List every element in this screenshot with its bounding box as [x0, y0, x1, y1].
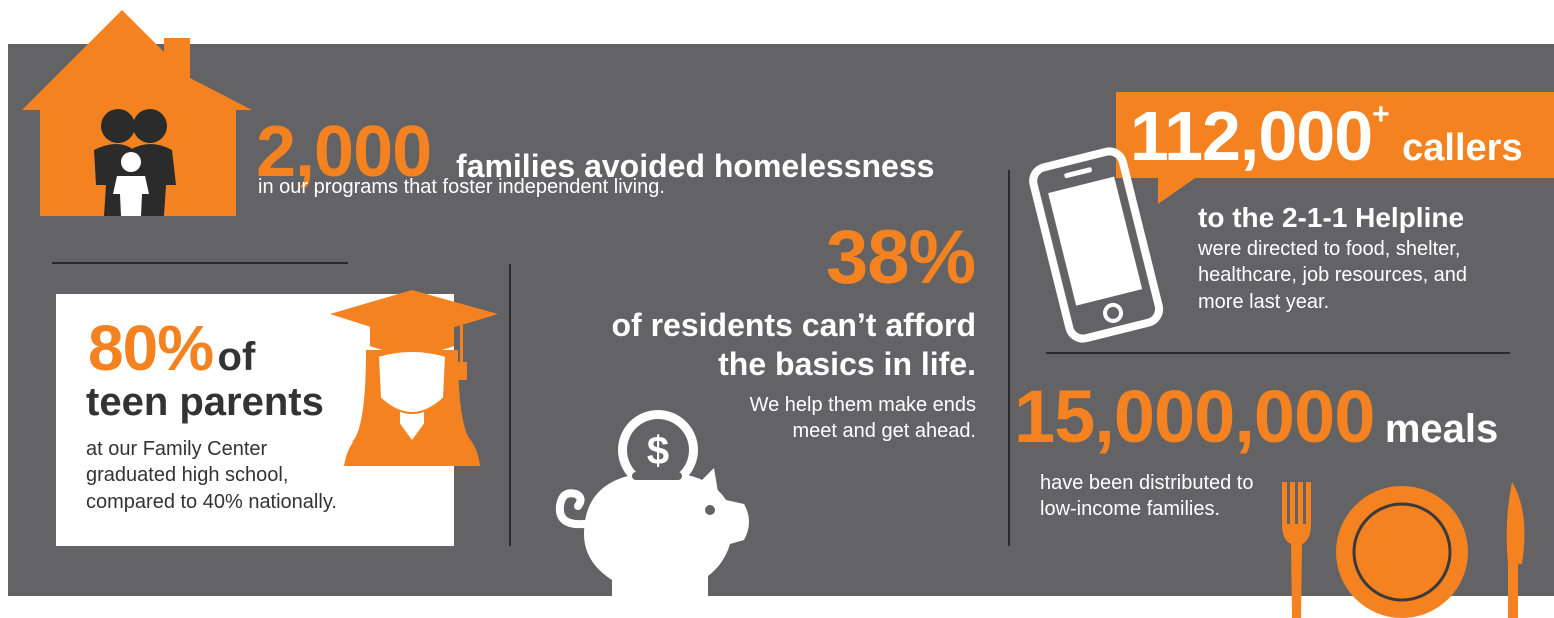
residents-number: 38% [826, 215, 976, 300]
residents-headline-line: the basics in life. [718, 346, 976, 383]
callers-detail-line: healthcare, job resources, and [1198, 264, 1468, 287]
divider [509, 264, 511, 546]
callers-number: 112,000 [1130, 97, 1373, 175]
divider [1046, 352, 1510, 354]
callers-plus: + [1372, 98, 1390, 131]
divider [52, 262, 348, 264]
meals-heading: 15,000,000 meals [1014, 380, 1498, 454]
families-detail: in our programs that foster independent … [258, 176, 665, 198]
teen-number: 80% [88, 312, 214, 384]
teen-heading: 80% of [88, 316, 255, 380]
callers-detail: were directed to food, shelter, healthca… [1198, 236, 1467, 315]
residents-detail: We help them make ends meet and get ahea… [660, 392, 976, 445]
meals-label: meals [1384, 407, 1499, 451]
meals-detail: have been distributed to low-income fami… [1040, 470, 1254, 523]
smartphone-icon [1029, 147, 1164, 343]
plate-cutlery-icon [1282, 482, 1525, 618]
teen-detail: at our Family Center graduated high scho… [86, 436, 337, 515]
callers-detail-line: were directed to food, shelter, [1198, 238, 1461, 260]
teen-detail-line: compared to 40% nationally. [86, 490, 337, 513]
teen-detail-line: at our Family Center [86, 438, 268, 460]
residents-headline: of residents can’t afford the basics in … [560, 306, 977, 384]
callers-banner [1116, 92, 1554, 178]
families-number: 2,000 [256, 112, 432, 192]
house-family-icon [22, 10, 252, 216]
callers-headline: to the 2-1-1 Helpline [1198, 202, 1465, 233]
callers-heading: 112,000+ callers [1130, 98, 1523, 172]
coin-symbol: $ [647, 429, 669, 473]
teen-of: of [217, 335, 256, 379]
divider [1008, 170, 1010, 546]
teen-detail-line: graduated high school, [86, 464, 289, 487]
meals-detail-line: have been distributed to [1040, 472, 1254, 494]
speech-bubble-tail [1158, 176, 1198, 204]
piggy-bank-icon: $ [555, 410, 749, 596]
graduate-icon [330, 290, 498, 466]
meals-number: 15,000,000 [1014, 375, 1375, 458]
meals-detail-line: low-income families. [1040, 498, 1221, 521]
residents-headline-line: of residents can’t afford [611, 307, 977, 343]
families-headline: families avoided homelessness [456, 148, 935, 184]
residents-detail-line: meet and get ahead. [792, 420, 976, 443]
teen-headline: teen parents [86, 380, 324, 424]
residents-detail-line: We help them make ends [749, 394, 976, 416]
callers-detail-line: more last year. [1198, 290, 1330, 313]
callers-label: callers [1402, 127, 1523, 169]
